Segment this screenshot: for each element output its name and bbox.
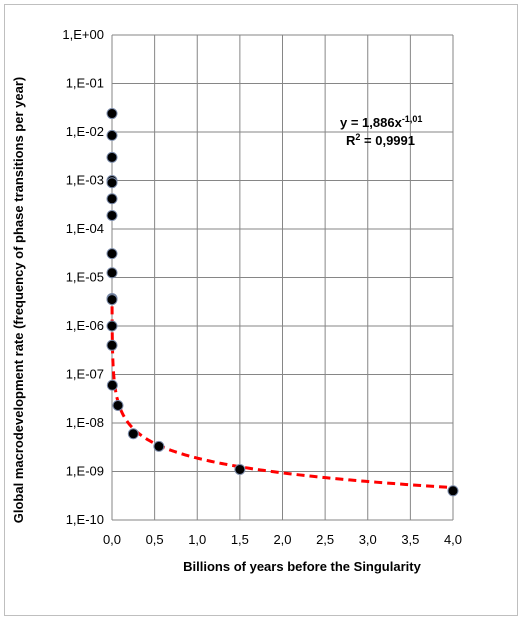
x-tick-label: 2,5 xyxy=(316,532,334,547)
x-tick-label: 1,0 xyxy=(188,532,206,547)
data-point xyxy=(106,339,118,351)
data-point xyxy=(447,485,459,497)
trendline xyxy=(110,306,454,490)
y-tick-label: 1,E-02 xyxy=(66,124,104,139)
y-tick-label: 1,E-03 xyxy=(66,173,104,188)
data-point xyxy=(106,177,118,189)
y-tick-label: 1,E-10 xyxy=(66,512,104,527)
equation-exponent: -1,01 xyxy=(402,114,423,124)
x-tick-label: 2,0 xyxy=(273,532,291,547)
y-tick-label: 1,E-08 xyxy=(66,415,104,430)
data-point xyxy=(106,320,118,332)
x-tick-label: 0,0 xyxy=(103,532,121,547)
data-point xyxy=(106,209,118,221)
trendline-equation-label: y = 1,886x-1,01 R2 = 0,9991 xyxy=(340,114,422,148)
chart-frame xyxy=(4,4,518,616)
x-axis-title: Billions of years before the Singularity xyxy=(183,559,421,574)
r2-prefix: R xyxy=(346,133,356,148)
x-tick-label: 3,5 xyxy=(401,532,419,547)
x-tick-label: 1,5 xyxy=(231,532,249,547)
svg-text:y = 1,886x-1,01: y = 1,886x-1,01 xyxy=(340,114,422,130)
y-axis-title: Global macrodevelopment rate (frequency … xyxy=(11,77,26,523)
y-tick-label: 1,E-05 xyxy=(66,270,104,285)
data-point xyxy=(106,151,118,163)
data-point xyxy=(106,294,118,306)
y-tick-label: 1,E-09 xyxy=(66,464,104,479)
data-point xyxy=(127,428,139,440)
data-points xyxy=(106,108,459,497)
x-tick-label: 3,0 xyxy=(359,532,377,547)
r2-exponent: 2 xyxy=(355,132,360,142)
data-point xyxy=(106,193,118,205)
data-point xyxy=(234,463,246,475)
r2-value: = 0,9991 xyxy=(360,133,415,148)
x-tick-label: 0,5 xyxy=(146,532,164,547)
data-point xyxy=(106,267,118,279)
y-tick-label: 1,E-06 xyxy=(66,318,104,333)
data-point xyxy=(106,379,118,391)
y-tick-label: 1,E-07 xyxy=(66,367,104,382)
x-axis-ticks: 0,0 0,5 1,0 1,5 2,0 2,5 3,0 3,5 4,0 xyxy=(103,532,462,547)
data-point xyxy=(106,129,118,141)
y-tick-label: 1,E-01 xyxy=(66,76,104,91)
data-point xyxy=(112,399,124,411)
x-tick-label: 4,0 xyxy=(444,532,462,547)
data-point xyxy=(153,440,165,452)
equation-prefix: y = 1,886x xyxy=(340,115,403,130)
data-point xyxy=(106,248,118,260)
y-tick-label: 1,E-04 xyxy=(66,221,104,236)
y-axis-ticks: 1,E+00 1,E-01 1,E-02 1,E-03 1,E-04 1,E-05 1,E-… xyxy=(62,27,104,527)
svg-text:R2 = 0,9991: R2 = 0,9991 xyxy=(346,132,415,148)
data-point xyxy=(106,108,118,120)
y-tick-label: 1,E+00 xyxy=(62,27,104,42)
